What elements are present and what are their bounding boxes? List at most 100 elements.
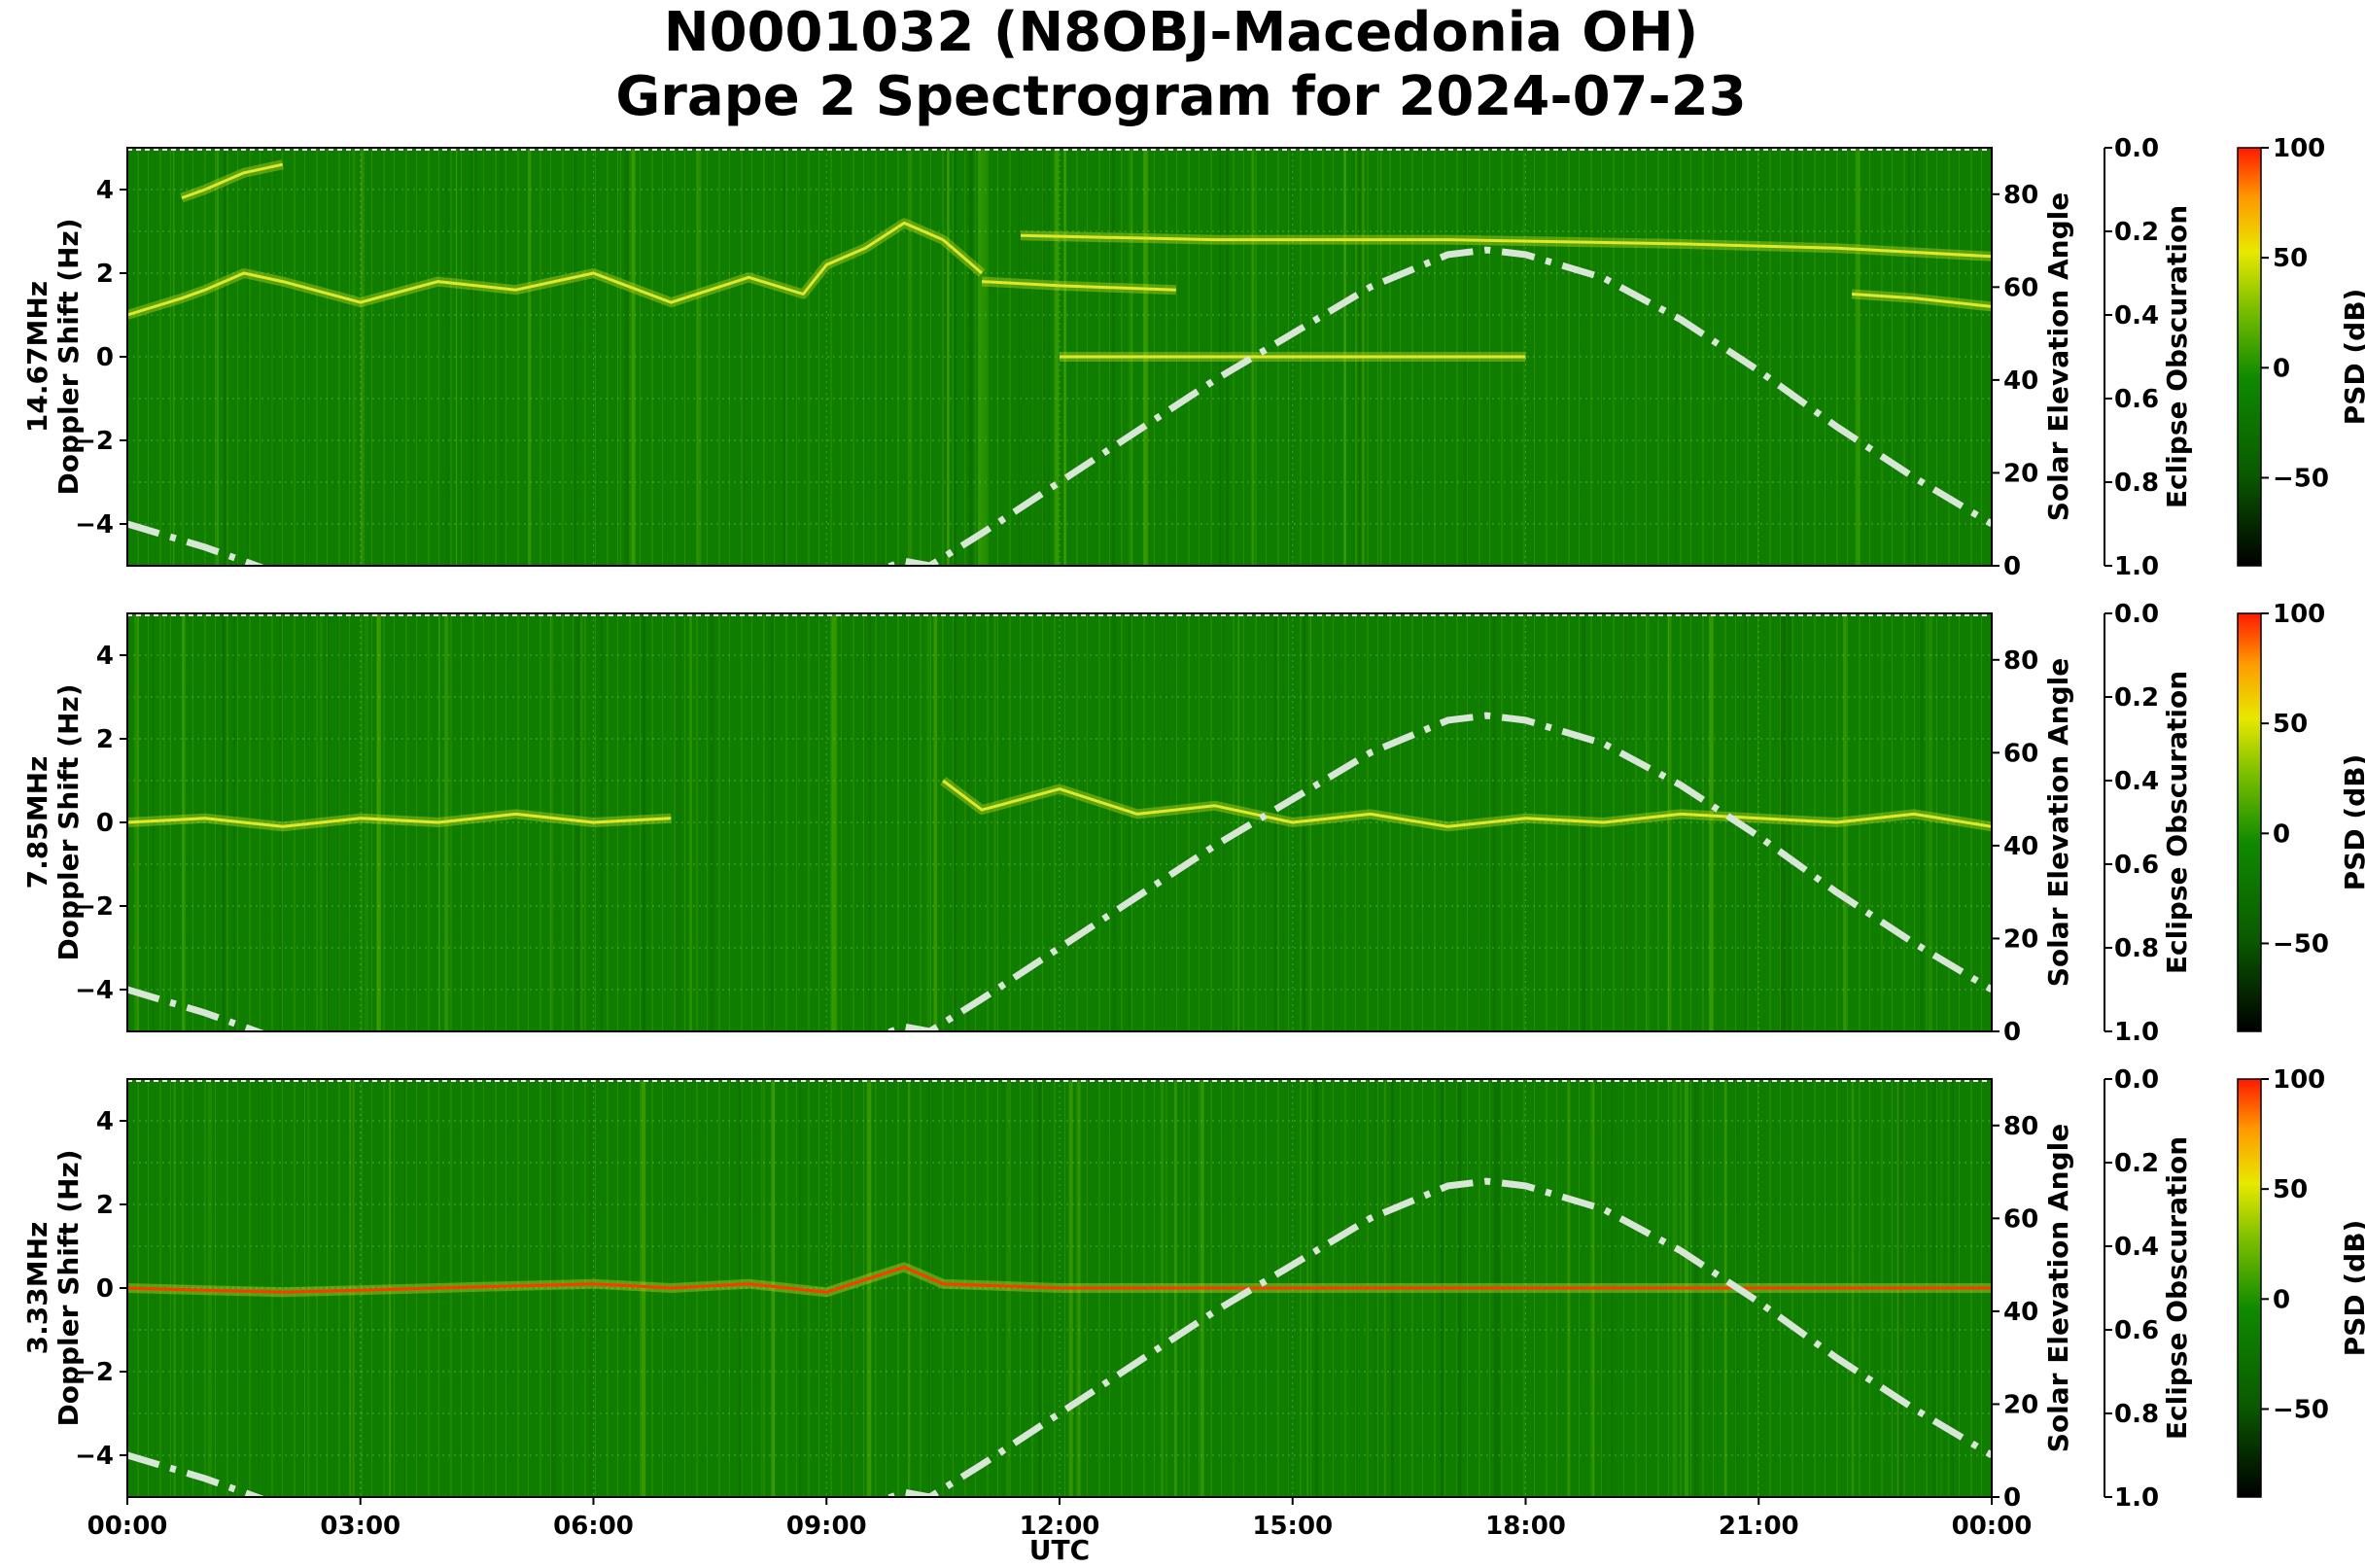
panel-1: 420−2−414.67MHzDoppler Shift (Hz)8060402… <box>21 134 2365 581</box>
noise-streak <box>182 613 186 1031</box>
y-tick-label: 0 <box>96 809 114 838</box>
y-tick-label: 0 <box>96 343 114 372</box>
noise-streak <box>982 148 988 566</box>
solar-axis-label: Solar Elevation Angle <box>2042 192 2074 521</box>
doppler-axis-label: Doppler Shift (Hz) <box>52 1149 85 1426</box>
noise-streak <box>1128 613 1130 1031</box>
y-tick-label: 0 <box>96 1274 114 1304</box>
noise-streak <box>1744 613 1748 1031</box>
y-tick-label: −4 <box>75 976 114 1005</box>
doppler-axis-label: Doppler Shift (Hz) <box>52 683 85 960</box>
x-tick-label: 21:00 <box>1719 1512 1799 1541</box>
noise-streak <box>456 148 458 566</box>
eclipse-axis-label: Eclipse Obscuration <box>2161 205 2193 508</box>
doppler-trace-day <box>942 779 1993 828</box>
noise-streak <box>172 148 175 566</box>
doppler-trace-main <box>126 1266 1992 1294</box>
noise-streak <box>689 613 692 1031</box>
psd-colorbar <box>2237 1078 2262 1498</box>
noise-streak <box>1781 613 1786 1031</box>
noise-streak <box>624 148 630 566</box>
noise-streak <box>933 613 938 1031</box>
noise-streak <box>1055 148 1060 566</box>
eclipse-tick-label: 0.4 <box>2114 1233 2159 1262</box>
noise-streak <box>350 1079 355 1497</box>
eclipse-tick-label: 0.8 <box>2114 934 2159 963</box>
noise-streak <box>246 148 250 566</box>
noise-streak <box>947 148 950 566</box>
eclipse-tick-label: 0.0 <box>2114 134 2159 163</box>
eclipse-axis-label: Eclipse Obscuration <box>2161 671 2193 974</box>
solar-axis-label: Solar Elevation Angle <box>2042 1124 2074 1452</box>
solar-tick-label: 0 <box>2003 1018 2021 1047</box>
noise-streak <box>783 148 785 566</box>
y-tick-label: 2 <box>96 260 114 289</box>
panel-frequency-label: 7.85MHz <box>21 756 53 889</box>
y-tick-label: −4 <box>75 510 114 540</box>
noise-streak <box>1920 613 1924 1031</box>
solar-axis-label: Solar Elevation Angle <box>2042 658 2074 987</box>
colorbar-label: PSD (dB) <box>2339 754 2365 891</box>
y-tick-label: −2 <box>75 892 114 922</box>
panel-frequency-label: 14.67MHz <box>21 281 53 433</box>
colorbar-tick-label: −50 <box>2273 929 2329 958</box>
noise-streak <box>222 613 226 1031</box>
noise-streak <box>761 1079 763 1497</box>
noise-streak <box>376 613 378 1031</box>
noise-streak <box>770 613 775 1031</box>
y-axis-label: 14.67MHzDoppler Shift (Hz) <box>21 218 85 495</box>
colorbar-tick-label: 50 <box>2273 710 2308 739</box>
noise-streak <box>380 148 383 566</box>
noise-streak <box>954 148 957 566</box>
colorbar-tick-label: −50 <box>2273 1395 2329 1424</box>
noise-streak <box>549 613 554 1031</box>
noise-streak <box>927 1079 933 1497</box>
colorbar-label: PSD (dB) <box>2339 289 2365 426</box>
noise-streak <box>1274 613 1277 1031</box>
colorbar-tick-label: 50 <box>2273 244 2308 273</box>
colorbar-label: PSD (dB) <box>2339 1220 2365 1357</box>
noise-streak <box>619 148 622 566</box>
x-tick-label: 18:00 <box>1485 1512 1566 1541</box>
noise-streak <box>1308 613 1311 1031</box>
solar-tick-label: 20 <box>2003 924 2038 954</box>
doppler-axis-label: Doppler Shift (Hz) <box>52 218 85 495</box>
noise-streak <box>1916 148 1920 566</box>
noise-streak <box>1623 613 1626 1031</box>
doppler-trace-late-upper <box>1020 233 1993 259</box>
noise-streak <box>474 148 477 566</box>
noise-streak <box>216 148 219 566</box>
solar-tick-label: 0 <box>2003 1483 2021 1513</box>
noise-streak <box>926 613 931 1031</box>
y-axis-label: 7.85MHzDoppler Shift (Hz) <box>21 683 85 960</box>
eclipse-tick-label: 0.0 <box>2114 600 2159 629</box>
noise-streak <box>1709 613 1714 1031</box>
psd-colorbar <box>2237 612 2262 1032</box>
noise-streak <box>641 1079 646 1497</box>
x-tick-label: 00:00 <box>1952 1512 2033 1541</box>
noise-streak <box>572 148 577 566</box>
eclipse-tick-label: 0.6 <box>2114 1316 2159 1345</box>
noise-streak <box>882 148 885 566</box>
figure-title-line2: Grape 2 Spectrogram for 2024-07-23 <box>615 65 1746 128</box>
noise-streak <box>953 613 957 1031</box>
x-tick-label: 09:00 <box>786 1512 867 1541</box>
y-tick-label: −4 <box>75 1442 114 1471</box>
noise-streak <box>631 148 636 566</box>
solar-tick-label: 60 <box>2003 273 2038 302</box>
solar-tick-label: 0 <box>2003 552 2021 581</box>
x-tick-label: 00:00 <box>87 1512 168 1541</box>
noise-streak <box>1006 1079 1010 1497</box>
noise-streak <box>350 1079 354 1497</box>
noise-streak <box>1855 148 1861 566</box>
panel-3: 420−2−43.33MHzDoppler Shift (Hz)80604020… <box>21 1065 2365 1513</box>
noise-streak <box>744 148 746 566</box>
solar-tick-label: 60 <box>2003 739 2038 768</box>
eclipse-tick-label: 0.4 <box>2114 301 2159 331</box>
eclipse-tick-label: 0.4 <box>2114 767 2159 796</box>
noise-streak <box>1220 613 1225 1031</box>
solar-tick-label: 20 <box>2003 459 2038 488</box>
noise-streak <box>836 613 838 1031</box>
panel-frequency-label: 3.33MHz <box>21 1222 53 1355</box>
noise-streak <box>676 613 681 1031</box>
